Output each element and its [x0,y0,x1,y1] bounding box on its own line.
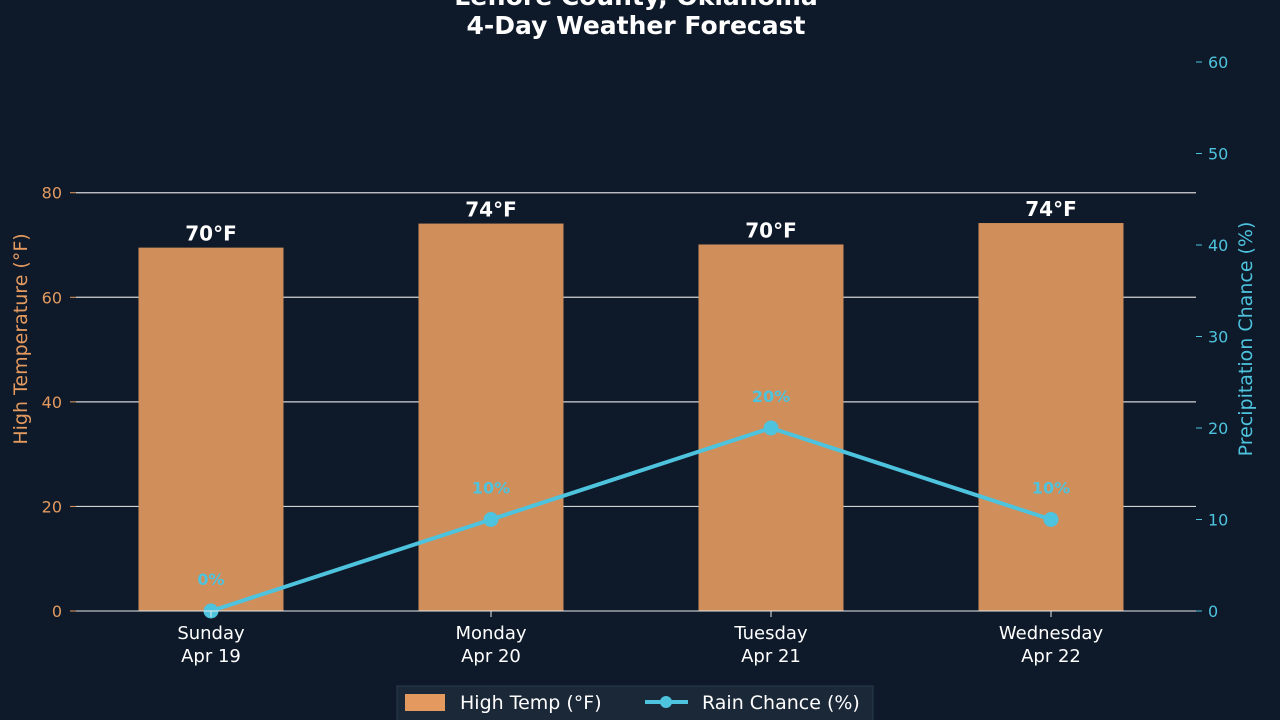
rain-point [483,512,499,527]
rain-point-label: 0% [197,570,224,589]
legend-swatch-temp [405,694,445,711]
data-labels: 70°F 74°F 70°F 74°F 0% 10% 20% 10% [185,197,1077,589]
temp-bar [138,247,284,611]
y-right-tick-label: 10 [1208,511,1228,530]
y-left-tick-label: 40 [42,393,62,412]
x-tick-label-day: Tuesday [733,623,808,644]
chart-title-line1: Leflore County, Oklahoma [454,0,817,11]
legend-label-temp: High Temp (°F) [460,692,602,714]
x-tick-label-date: Apr 19 [181,646,241,667]
y-left-tick-label: 80 [42,184,62,203]
y-right-tick-label: 30 [1208,328,1228,347]
temp-bar-label: 70°F [185,222,237,246]
y-right-tick-label: 60 [1208,53,1228,72]
temp-bar [418,223,564,611]
y-right-tick-label: 20 [1208,419,1228,438]
temp-bar [978,223,1124,612]
rain-point-label: 20% [752,387,790,406]
legend-swatch-rain-marker [660,696,672,708]
legend-label-rain: Rain Chance (%) [702,692,860,714]
y-axis-right-label: Precipitation Chance (%) [1235,222,1257,457]
rain-point-label: 10% [1032,479,1070,498]
chart-title-line2: 4-Day Weather Forecast [467,11,806,40]
rain-line-path [210,426,1052,613]
legend-background [396,685,874,720]
x-tick-label-day: Monday [455,623,526,644]
x-tick-label-date: Apr 20 [461,646,521,667]
y-left-tick-label: 60 [42,288,62,307]
y-right-tick-label: 50 [1208,145,1228,164]
rain-point [1043,512,1059,527]
rain-chance-line [203,420,1059,619]
temp-bar-label: 70°F [745,218,797,242]
x-tick-label-date: Apr 22 [1021,646,1081,667]
x-tick-label-day: Sunday [177,623,245,644]
temperature-bars [138,223,1124,612]
x-tick-label-day: Wednesday [999,623,1104,644]
y-right-tick-label: 0 [1208,602,1218,621]
rain-point-label: 10% [472,479,510,498]
y-left-tick-label: 0 [52,602,62,621]
temp-bar-label: 74°F [1025,197,1077,221]
x-tick-label-date: Apr 21 [741,646,801,667]
y-axis-left-label: High Temperature (°F) [10,233,32,444]
rain-point [763,420,779,436]
legend: High Temp (°F) Rain Chance (%) [396,685,874,720]
temp-bar-label: 74°F [465,198,517,222]
y-left-tick-label: 20 [42,497,62,516]
y-right-tick-label: 40 [1208,236,1228,255]
